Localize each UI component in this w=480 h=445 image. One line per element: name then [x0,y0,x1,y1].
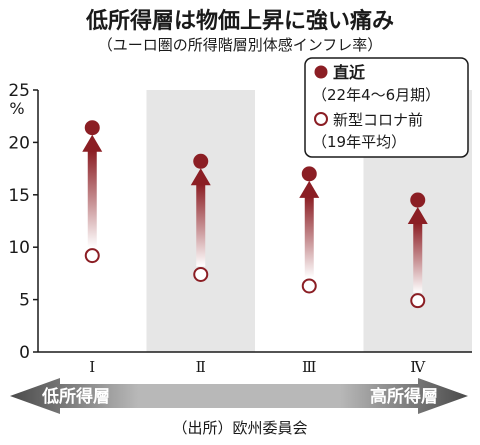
income-direction-arrow: 低所得層 高所得層 [10,378,468,414]
recent-point [301,166,317,182]
x-tick-label: Ⅲ [302,358,316,376]
legend-precovid-detail: （19年平均） [312,133,406,151]
recent-point [193,153,209,169]
legend-recent-detail: （22年4～6月期） [312,86,440,104]
change-arrow-head [407,207,428,225]
direction-arrow-shape [10,378,468,414]
legend: 直近 （22年4～6月期） 新型コロナ前 （19年平均） [304,57,469,158]
y-tick-label: 5 [19,291,30,311]
plot-frame [37,90,472,353]
low-income-label: 低所得層 [41,386,110,407]
y-tick-label: 20 [8,133,30,153]
chart-title: 低所得層は物価上昇に強い痛み [85,8,394,34]
x-tick-label: Ⅳ [410,358,426,376]
data-marks [82,120,428,309]
legend-filled-circle-icon [314,65,328,79]
legend-box [304,57,469,158]
high-income-label: 高所得層 [370,386,438,407]
recent-point [84,120,100,136]
legend-open-circle-icon [314,112,328,126]
change-arrow-shaft [87,150,97,248]
y-unit-label: % [9,99,24,118]
change-arrow-head [82,134,103,152]
y-tick-label: 25 [8,81,30,101]
x-tick-label: Ⅰ [89,358,95,376]
precovid-point [84,248,100,264]
legend-precovid-label: 新型コロナ前 [333,111,423,129]
source-note: （出所）欧州委員会 [172,419,307,437]
y-tick-label: 15 [8,186,30,206]
change-arrow-head [190,168,211,186]
recent-point [410,192,426,208]
y-axis: 0 5 10 15 20 25 [8,81,38,363]
legend-recent-label: 直近 [333,63,365,82]
change-arrow-shaft [413,223,423,293]
precovid-point [410,293,426,309]
x-tick-label: Ⅱ [196,358,206,376]
change-arrow-shaft [304,196,314,278]
y-tick-label: 10 [8,238,30,258]
change-arrow-shaft [196,184,206,267]
chart-subtitle: （ユーロ圏の所得階層別体感インフレ率） [98,36,383,54]
precovid-point [193,266,209,282]
x-axis: Ⅰ Ⅱ Ⅲ Ⅳ [89,358,426,376]
change-arrow-head [299,180,320,198]
y-tick-label: 0 [19,343,30,363]
precovid-point [301,278,317,294]
